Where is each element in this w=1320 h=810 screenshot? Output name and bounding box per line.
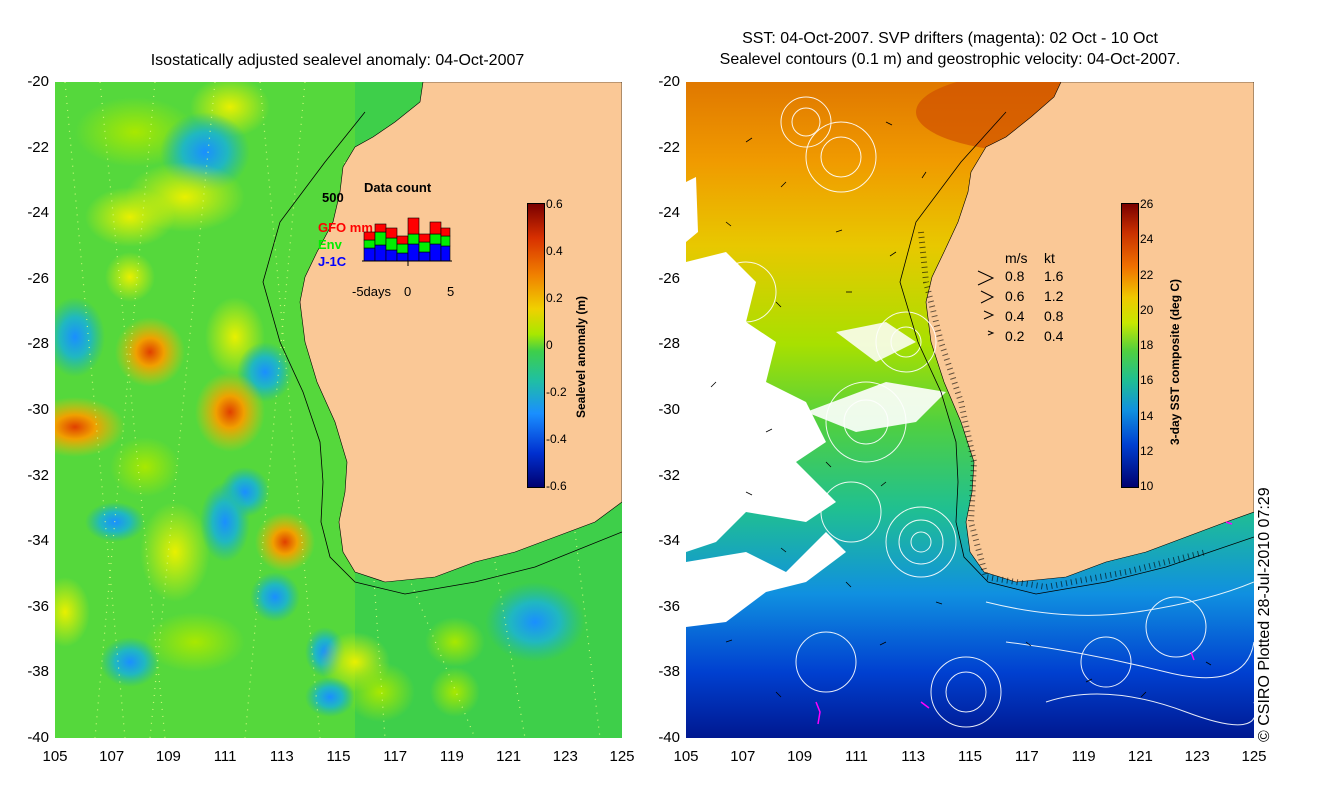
right-x-tick: 115 — [958, 748, 982, 765]
left-y-tick: -30 — [27, 401, 49, 418]
left-y-tick: -40 — [27, 729, 49, 746]
right-colorbar-tick: 24 — [1140, 232, 1154, 247]
right-x-tick: 119 — [1071, 748, 1096, 765]
left-x-tick: 119 — [439, 748, 464, 765]
data-count-bars — [362, 217, 452, 266]
left-y-tick: -32 — [27, 466, 49, 484]
right-map-title-line2: Sealevel contours (0.1 m) and geostrophi… — [719, 51, 1181, 68]
right-y-tick: -20 — [658, 73, 680, 90]
right-x-tick: 109 — [787, 748, 813, 765]
right-map-title-line1: SST: 04-Oct-2007. SVP drifters (magenta)… — [742, 30, 1158, 47]
left-colorbar-tick: -0.4 — [546, 432, 567, 446]
right-x-tick: 121 — [1127, 748, 1153, 765]
data-count-x-end: 5 — [447, 284, 455, 299]
left-x-tick: 115 — [326, 748, 351, 765]
right-y-tick: -26 — [658, 269, 680, 287]
right-x-tick: 113 — [901, 748, 926, 765]
right-colorbar — [1121, 203, 1139, 488]
data-count-title: Data count — [364, 180, 432, 195]
right-x-tick: 107 — [730, 748, 756, 765]
left-colorbar-tick: -0.6 — [546, 479, 567, 493]
right-colorbar-tick: 16 — [1140, 373, 1154, 388]
data-count-legend-env: Env — [318, 237, 342, 252]
velocity-legend-header-kt: kt — [1044, 250, 1055, 266]
left-y-tick: -20 — [27, 73, 49, 90]
data-count-max: 500 — [322, 190, 344, 205]
data-count-x-zero: 0 — [404, 284, 412, 299]
right-x-tick: 117 — [1014, 748, 1039, 765]
left-colorbar-tick: 0.2 — [546, 291, 563, 305]
left-colorbar-label: Sealevel anomaly (m) — [574, 295, 588, 418]
right-y-tick: -36 — [658, 597, 680, 615]
left-y-tick: -38 — [27, 663, 49, 681]
left-x-tick: 113 — [269, 748, 294, 765]
left-y-tick: -34 — [27, 532, 49, 550]
velocity-legend-kt: 1.2 — [1044, 288, 1064, 304]
right-sst-map — [686, 82, 1254, 738]
right-colorbar-tick: 18 — [1140, 338, 1154, 352]
data-count-legend-j1c: J-1C — [318, 254, 347, 269]
right-colorbar-tick: 26 — [1140, 197, 1154, 211]
right-colorbar-label: 3-day SST composite (deg C) — [1168, 278, 1182, 445]
credit-text: © CSIRO Plotted 28-Jul-2010 07:29 — [1256, 487, 1273, 742]
left-colorbar-tick: 0 — [546, 338, 553, 352]
left-x-tick: 117 — [383, 748, 408, 765]
right-colorbar-tick: 14 — [1140, 408, 1154, 423]
velocity-legend-kt: 0.8 — [1044, 308, 1064, 324]
left-colorbar — [527, 203, 545, 488]
right-y-tick: -22 — [658, 138, 680, 156]
data-count-legend-gfo: GFO mm — [318, 220, 373, 235]
right-y-tick: -40 — [658, 729, 680, 746]
velocity-legend-header-ms: m/s — [1005, 250, 1028, 266]
right-y-tick: -28 — [658, 335, 680, 353]
left-x-tick: 121 — [496, 748, 522, 765]
left-x-tick: 105 — [42, 748, 68, 765]
velocity-legend-ms: 0.8 — [1005, 268, 1025, 284]
right-colorbar-tick: 10 — [1140, 479, 1154, 493]
left-colorbar-tick: 0.6 — [546, 197, 563, 211]
left-map-title: Isostatically adjusted sealevel anomaly:… — [150, 52, 525, 69]
left-x-tick: 111 — [213, 748, 237, 765]
velocity-legend-arrows — [977, 270, 995, 336]
velocity-legend-kt: 1.6 — [1044, 268, 1064, 284]
left-y-tick: -36 — [27, 597, 49, 615]
right-y-tick: -30 — [658, 401, 680, 418]
right-x-tick: 111 — [844, 748, 868, 765]
right-colorbar-tick: 22 — [1140, 267, 1154, 282]
right-y-tick: -24 — [658, 204, 680, 222]
right-colorbar-tick: 12 — [1140, 443, 1154, 458]
left-colorbar-tick: -0.2 — [546, 385, 567, 399]
right-y-tick: -32 — [658, 466, 680, 484]
right-y-tick: -38 — [658, 663, 680, 681]
right-colorbar-tick: 20 — [1140, 302, 1154, 317]
left-y-tick: -26 — [27, 269, 49, 287]
right-x-tick: 123 — [1184, 748, 1210, 765]
left-x-tick: 107 — [99, 748, 125, 765]
right-y-tick: -34 — [658, 532, 680, 550]
left-x-tick: 109 — [155, 748, 181, 765]
right-x-tick: 125 — [1241, 748, 1267, 765]
left-y-tick: -24 — [27, 204, 49, 222]
velocity-legend-ms: 0.6 — [1005, 288, 1025, 304]
left-y-tick: -22 — [27, 138, 49, 156]
left-y-tick: -28 — [27, 335, 49, 353]
left-colorbar-tick: 0.4 — [546, 244, 563, 258]
data-count-x-start: -5days — [352, 284, 392, 299]
left-x-tick: 123 — [552, 748, 578, 765]
left-x-tick: 125 — [609, 748, 635, 765]
velocity-legend-ms: 0.4 — [1005, 308, 1025, 324]
right-x-tick: 105 — [673, 748, 699, 765]
velocity-legend-kt: 0.4 — [1044, 328, 1064, 344]
velocity-legend-ms: 0.2 — [1005, 328, 1025, 344]
left-sealevel-map — [55, 82, 622, 738]
